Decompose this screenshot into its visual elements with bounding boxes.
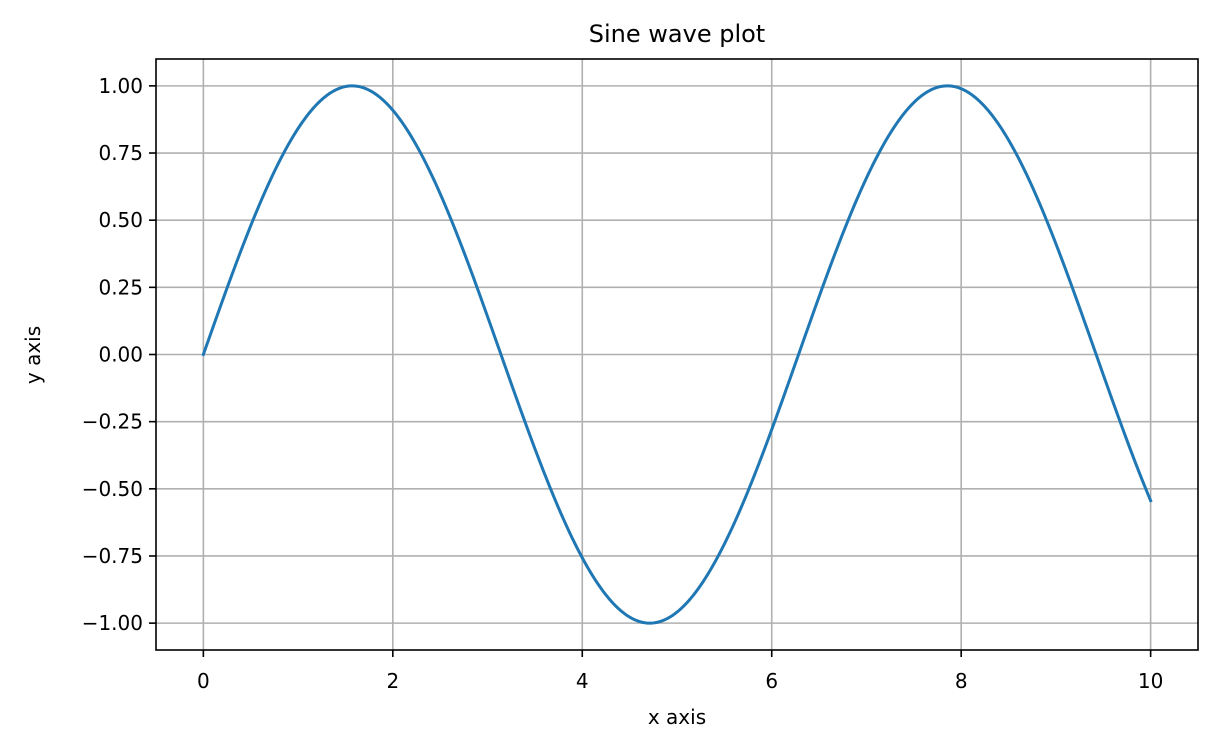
grid-lines [156,59,1198,650]
y-tick-label: 0.50 [98,208,143,232]
x-tick-label: 0 [197,669,210,693]
x-tick-label: 4 [576,669,589,693]
y-tick-labels: 1.00 0.75 0.50 0.25 0.00 −0.25 −0.50 −0.75 −1.00 [82,74,143,635]
chart-title: Sine wave plot [589,20,765,48]
y-axis-label: y axis [21,326,45,384]
y-tick-label: 1.00 [98,74,143,98]
sine-series-line [201,84,1153,625]
x-tick-label: 2 [386,669,399,693]
x-tick-label: 6 [765,669,778,693]
y-tick-label: −0.75 [82,544,143,568]
x-tick-label: 8 [955,669,968,693]
series-layer [201,84,1153,625]
x-tick-label: 10 [1138,669,1163,693]
y-tick-label: −1.00 [82,611,143,635]
tick-marks [149,85,1152,657]
x-axis-label: x axis [648,705,706,729]
y-tick-label: −0.50 [82,477,143,501]
y-tick-label: 0.75 [98,141,143,165]
y-tick-label: 0.25 [98,275,143,299]
y-tick-label: 0.00 [98,343,143,367]
x-tick-labels: 0 2 4 6 8 10 [197,669,1163,693]
y-tick-label: −0.25 [82,410,143,434]
